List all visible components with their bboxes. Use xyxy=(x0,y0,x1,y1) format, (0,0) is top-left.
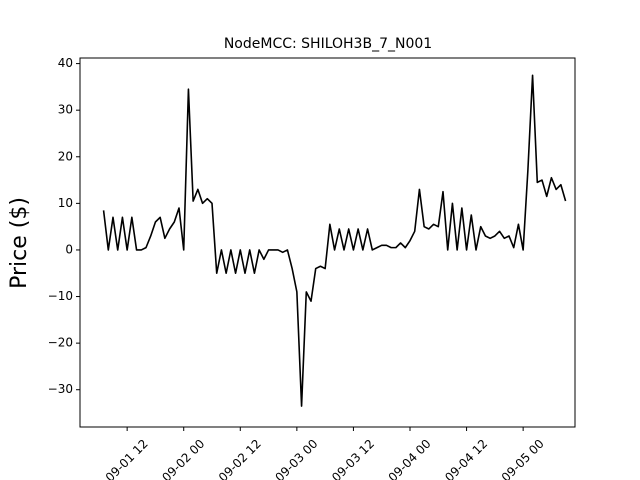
y-tick-label: 0 xyxy=(65,242,73,256)
x-tick-label: 09-04 12 xyxy=(442,437,490,480)
y-tick-label: 10 xyxy=(58,196,73,210)
y-tick-label: 20 xyxy=(58,149,73,163)
y-tick-label: −10 xyxy=(48,289,73,303)
y-tick-label: 30 xyxy=(58,103,73,117)
x-tick-label: 09-03 12 xyxy=(329,437,377,480)
x-tick-label: 09-01 12 xyxy=(103,437,151,480)
x-tick-label: 09-04 00 xyxy=(386,437,434,480)
x-tick-label: 09-02 00 xyxy=(159,437,207,480)
y-tick-label: 40 xyxy=(58,56,73,70)
plot-frame xyxy=(79,57,576,428)
x-tick-label: 09-03 00 xyxy=(272,437,320,480)
y-tick-label: −20 xyxy=(48,336,73,350)
x-tick-label: 09-05 00 xyxy=(499,437,547,480)
x-tick-label: 09-02 12 xyxy=(216,437,264,480)
chart-title: NodeMCC: SHILOH3B_7_N001 xyxy=(224,36,432,52)
line-series xyxy=(102,74,567,407)
y-axis-label: Price ($) xyxy=(7,197,32,289)
y-tick-label: −30 xyxy=(48,382,73,396)
